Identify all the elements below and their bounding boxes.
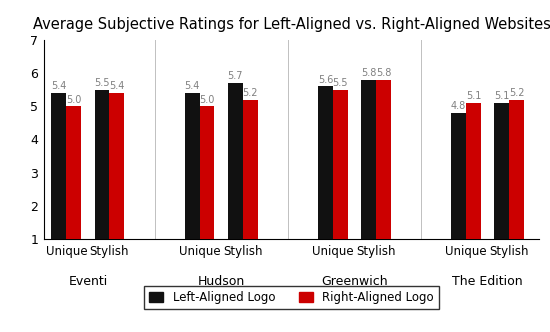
Bar [361,80,376,239]
Text: 5.2: 5.2 [243,88,258,98]
Text: 5.5: 5.5 [333,78,348,88]
Bar [52,93,67,239]
Bar [95,90,109,239]
Bar [333,90,348,239]
Text: Eventi: Eventi [68,275,107,288]
Text: 5.2: 5.2 [509,88,524,98]
Legend: Left-Aligned Logo, Right-Aligned Logo: Left-Aligned Logo, Right-Aligned Logo [144,287,439,309]
Text: 5.7: 5.7 [228,71,243,81]
Bar [200,106,215,239]
Bar [243,100,257,239]
Text: Greenwich: Greenwich [321,275,388,288]
Text: 5.6: 5.6 [318,75,333,85]
Text: 5.1: 5.1 [494,91,509,101]
Text: 5.1: 5.1 [466,91,481,101]
Bar [509,100,524,239]
Bar [109,93,124,239]
Text: 5.4: 5.4 [109,81,125,91]
Text: 5.4: 5.4 [51,81,67,91]
Bar [318,86,333,239]
Text: 5.8: 5.8 [376,68,391,78]
Bar [185,93,200,239]
Text: 4.8: 4.8 [451,101,466,111]
Text: The Edition: The Edition [452,275,523,288]
Bar [466,103,481,239]
Bar [228,83,243,239]
Bar [451,113,466,239]
Text: 5.4: 5.4 [184,81,200,91]
Bar [67,106,81,239]
Bar [376,80,391,239]
Text: 5.5: 5.5 [94,78,110,88]
Text: 5.0: 5.0 [66,95,81,105]
Text: 5.0: 5.0 [199,95,214,105]
Text: Hudson: Hudson [197,275,245,288]
Title: Average Subjective Ratings for Left-Aligned vs. Right-Aligned Websites: Average Subjective Ratings for Left-Alig… [32,17,550,32]
Text: 5.8: 5.8 [361,68,376,78]
Bar [494,103,509,239]
